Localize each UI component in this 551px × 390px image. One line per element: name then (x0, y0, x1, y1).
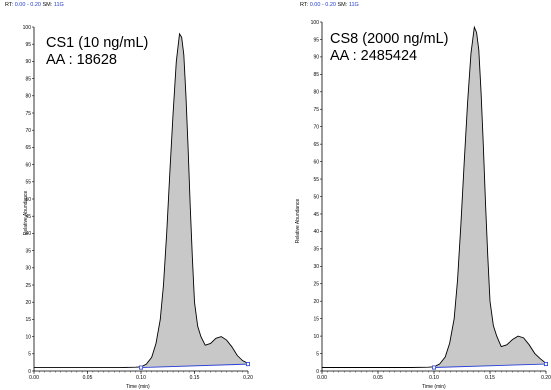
sample-label: CS8 (2000 ng/mL) (330, 31, 449, 47)
y-tick-label: 50 (313, 194, 319, 200)
y-tick-label: 10 (25, 334, 31, 340)
x-axis-label: Time (min) (126, 384, 150, 390)
y-tick-label: 0 (28, 369, 31, 375)
y-tick-label: 70 (25, 128, 31, 134)
x-tick-label: 0.20 (541, 375, 551, 381)
y-tick-label: 85 (313, 72, 319, 78)
y-tick-label: 80 (25, 94, 31, 100)
sample-annotation: CS1 (10 ng/mL) AA : 18628 (46, 35, 148, 69)
y-tick-label: 30 (25, 266, 31, 272)
y-tick-label: 95 (25, 42, 31, 48)
y-tick-label: 55 (25, 180, 31, 186)
sm-label: SM: (42, 2, 53, 8)
y-tick-label: 75 (313, 107, 319, 113)
chromatogram-plot-cs1: 0 5 10 15 20 25 30 35 40 45 50 55 60 65 70 75 80 85 90 95 10… (23, 25, 253, 381)
x-tick-label: 0.00 (317, 375, 327, 381)
peak-area-fill (141, 33, 248, 368)
y-tick-label: 40 (25, 231, 31, 237)
chromatogram-trace (322, 25, 547, 368)
y-tick-label: 40 (313, 229, 319, 235)
y-tick-label: 5 (28, 352, 31, 358)
x-axis-label: Time (min) (422, 384, 446, 390)
sample-label: CS1 (10 ng/mL) (46, 35, 149, 51)
rt-label: RT: (300, 2, 309, 8)
y-tick-label: 0 (316, 369, 319, 375)
y-tick-label: 25 (313, 282, 319, 288)
y-tick-label: 60 (25, 162, 31, 168)
y-tick-label: 20 (313, 299, 319, 305)
chromatogram-plot-cs8: 0 5 10 15 20 25 30 35 40 45 50 55 60 65 70 75 80 85 90 95 10… (311, 20, 551, 381)
x-tick-label: 0.05 (83, 375, 93, 381)
chromatogram-trace (34, 32, 249, 369)
x-tick-label: 0.10 (429, 375, 439, 381)
chart-header: RT: 0.00 - 0.20 SM: 11G (5, 2, 64, 8)
y-tick-label: 70 (313, 125, 319, 131)
peak-area-fill (434, 27, 546, 368)
x-tick-label: 0.20 (243, 375, 253, 381)
y-tick-label: 80 (313, 90, 319, 96)
y-tick-label: 55 (313, 177, 319, 183)
integration-baseline (433, 363, 547, 368)
x-tick-label: 0.15 (485, 375, 495, 381)
y-tick-label: 10 (313, 334, 319, 340)
y-tick-label: 5 (316, 351, 319, 357)
peak-area-label: AA : 2485424 (330, 48, 418, 64)
sm-value: 11G (53, 2, 64, 8)
y-tick-label: 25 (25, 283, 31, 289)
y-tick-label: 60 (313, 159, 319, 165)
y-tick-label: 20 (25, 300, 31, 306)
y-tick-label: 90 (313, 55, 319, 61)
x-tick-label: 0.10 (136, 375, 146, 381)
rt-range: 0.00 - 0.20 (309, 2, 336, 8)
sm-value: 11G (348, 2, 359, 8)
x-tick-label: 0.00 (29, 375, 39, 381)
baseline-start-marker (431, 365, 436, 370)
y-tick-label: 35 (25, 248, 31, 254)
y-tick-label: 75 (25, 111, 31, 117)
y-tick-label: 65 (25, 145, 31, 151)
peak-area-label: AA : 18628 (46, 52, 117, 68)
x-tick-label: 0.15 (190, 375, 200, 381)
y-tick-label: 50 (25, 197, 31, 203)
y-tick-label: 95 (313, 37, 319, 43)
integration-baseline (140, 363, 249, 369)
sample-annotation: CS8 (2000 ng/mL) AA : 2485424 (330, 31, 448, 65)
y-tick-label: 65 (313, 142, 319, 148)
chromatogram-panel-cs1: RT: 0.00 - 0.20 SM: 11G Relative Abundan… (0, 0, 268, 390)
y-tick-label: 100 (23, 25, 32, 31)
y-tick-label: 90 (25, 59, 31, 65)
baseline-end-marker (543, 362, 548, 367)
y-tick-label: 45 (25, 214, 31, 220)
y-tick-label: 15 (25, 317, 31, 323)
baseline-start-marker (138, 365, 143, 370)
sm-label: SM: (337, 2, 348, 8)
chromatogram-panel-cs8: RT: 0.00 - 0.20 SM: 11G Relative Abundan… (290, 0, 551, 390)
rt-label: RT: (5, 2, 14, 8)
y-tick-label: 30 (313, 264, 319, 270)
y-tick-label: 85 (25, 76, 31, 82)
y-tick-label: 45 (313, 212, 319, 218)
x-tick-label: 0.05 (373, 375, 383, 381)
y-tick-label: 15 (313, 316, 319, 322)
y-tick-label: 100 (311, 20, 320, 26)
baseline-end-marker (245, 362, 250, 367)
y-tick-label: 35 (313, 247, 319, 253)
chart-header: RT: 0.00 - 0.20 SM: 11G (300, 2, 359, 8)
rt-range: 0.00 - 0.20 (14, 2, 41, 8)
